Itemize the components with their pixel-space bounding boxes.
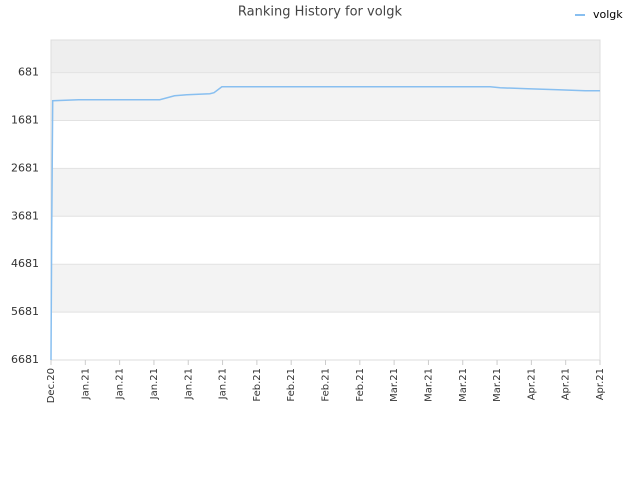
plot-band bbox=[51, 312, 600, 360]
y-tick-label: 4681 bbox=[11, 257, 39, 270]
x-tick-label: Feb.21 bbox=[252, 368, 263, 402]
y-tick-label: 681 bbox=[18, 66, 39, 79]
x-tick-label: Apr.21 bbox=[526, 368, 537, 400]
y-tick-label: 2681 bbox=[11, 161, 39, 174]
plot-band bbox=[51, 264, 600, 313]
plot-band bbox=[51, 168, 600, 217]
plot-band bbox=[51, 120, 600, 169]
x-tick-label: Mar.21 bbox=[389, 368, 400, 402]
plot-band bbox=[51, 216, 600, 265]
chart-title: Ranking History for volgk bbox=[238, 5, 403, 20]
x-tick-label: Dec.20 bbox=[46, 368, 57, 403]
series-line bbox=[50, 85, 600, 361]
legend-label: volgk bbox=[593, 8, 623, 21]
x-tick-label: Jan.21 bbox=[183, 368, 194, 400]
plot-band bbox=[51, 72, 600, 121]
x-tick-label: Jan.21 bbox=[80, 368, 91, 400]
y-tick-label: 3681 bbox=[11, 209, 39, 222]
x-tick-label: Mar.21 bbox=[492, 368, 503, 402]
y-tick-label: 6681 bbox=[11, 353, 39, 366]
x-tick-label: Feb.21 bbox=[355, 368, 366, 402]
x-tick-label: Jan.21 bbox=[218, 368, 229, 400]
x-tick-label: Jan.21 bbox=[149, 368, 160, 400]
x-tick-label: Mar.21 bbox=[423, 368, 434, 402]
x-tick-label: Feb.21 bbox=[286, 368, 297, 402]
x-tick-label: Jan.21 bbox=[115, 368, 126, 400]
x-tick-label: Apr.21 bbox=[595, 368, 606, 400]
y-tick-label: 5681 bbox=[11, 305, 39, 318]
plot-band bbox=[51, 40, 600, 73]
x-tick-label: Apr.21 bbox=[561, 368, 572, 400]
y-tick-label: 1681 bbox=[11, 114, 39, 127]
x-tick-label: Feb.21 bbox=[321, 368, 332, 402]
x-tick-label: Mar.21 bbox=[458, 368, 469, 402]
